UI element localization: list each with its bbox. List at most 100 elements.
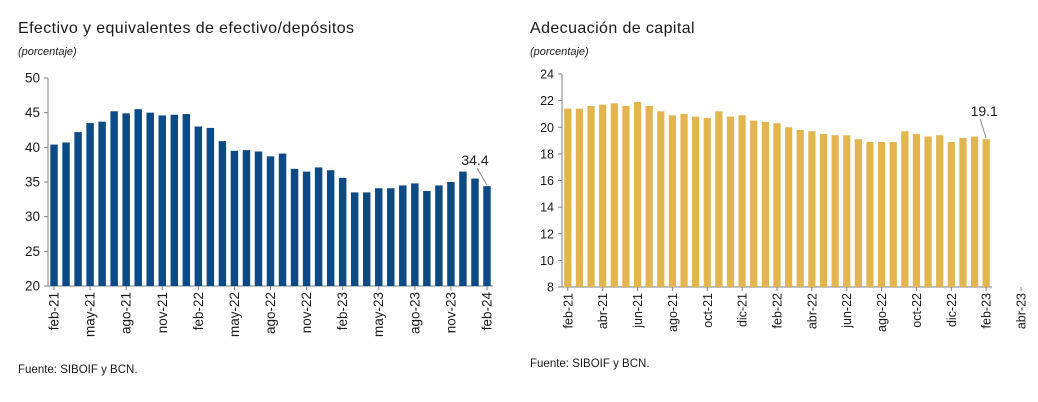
bar <box>290 168 299 286</box>
bar <box>564 108 572 287</box>
bar <box>98 121 106 287</box>
bar <box>146 112 154 287</box>
x-tick-label: abr-22 <box>805 293 819 329</box>
bar <box>411 183 419 286</box>
bar <box>278 153 287 286</box>
x-tick-label: feb-23 <box>980 293 994 328</box>
y-tick-label: 40 <box>25 140 40 155</box>
x-tick-label: abr-23 <box>1015 293 1029 329</box>
bar <box>761 121 769 287</box>
bar <box>936 135 944 287</box>
x-tick-label: dic-22 <box>945 293 959 327</box>
bar <box>182 114 191 286</box>
bar <box>599 104 607 288</box>
x-tick-label: ago-21 <box>666 293 680 332</box>
bar <box>350 192 359 286</box>
chart-source: Fuente: SIBOIF y BCN. <box>530 358 650 370</box>
bar <box>302 171 311 286</box>
bar <box>218 141 227 286</box>
y-tick-label: 50 <box>25 71 40 86</box>
x-tick-label: ago-23 <box>407 292 422 334</box>
y-tick-label: 20 <box>25 279 40 294</box>
bar <box>242 150 251 286</box>
y-tick-label: 10 <box>540 254 554 268</box>
bar <box>877 141 886 287</box>
bar <box>773 123 781 287</box>
bar <box>854 139 862 287</box>
y-tick-label: 14 <box>540 201 554 215</box>
bar <box>657 111 665 288</box>
bar <box>575 108 584 287</box>
bar <box>170 114 179 286</box>
chart-title: Adecuación de capital <box>530 20 695 37</box>
bar <box>924 136 932 287</box>
bar <box>785 127 793 287</box>
y-tick-label: 35 <box>25 175 40 190</box>
bar <box>912 133 921 287</box>
bar <box>889 141 897 287</box>
data-label-last: 19.1 <box>971 103 998 119</box>
x-tick-label: feb-22 <box>191 292 206 330</box>
bar <box>680 113 688 287</box>
x-tick-label: ago-22 <box>875 293 889 332</box>
bar <box>362 192 371 286</box>
bar <box>206 127 215 286</box>
y-tick-label: 8 <box>547 281 554 295</box>
chart-source: Fuente: SIBOIF y BCN. <box>18 364 138 376</box>
bar <box>423 191 431 286</box>
bar <box>230 150 239 286</box>
bar <box>738 115 746 287</box>
chart-subtitle: (porcentaje) <box>18 46 77 58</box>
bar <box>901 131 909 287</box>
bar <box>266 156 275 286</box>
x-tick-label: jun-21 <box>631 293 645 329</box>
y-tick-label: 22 <box>540 94 554 108</box>
bar <box>399 185 407 286</box>
bar <box>110 111 118 286</box>
bar-chart-cash-deposits: 20 25 30 35 40 45 50 feb-21 may-21 ago-21 nov-21 fe… <box>25 71 495 338</box>
bar <box>703 117 711 288</box>
x-tick-label: may-22 <box>227 292 242 337</box>
bar <box>750 120 758 287</box>
bar <box>435 185 443 286</box>
bar <box>622 105 630 287</box>
bar <box>326 170 335 286</box>
x-tick-label: nov-21 <box>155 292 170 333</box>
chart-subtitle: (porcentaje) <box>530 46 589 58</box>
x-tick-label: jun-22 <box>840 293 854 329</box>
y-tick-label: 12 <box>540 227 554 241</box>
bar <box>959 137 967 287</box>
bar <box>808 131 816 287</box>
y-tick-label: 24 <box>540 68 554 82</box>
bar <box>50 144 58 286</box>
bar <box>866 141 874 287</box>
x-tick-label: nov-23 <box>443 292 458 333</box>
x-tick-label: feb-24 <box>479 292 494 331</box>
bar <box>314 167 323 286</box>
bar <box>483 186 491 286</box>
bar <box>86 123 94 286</box>
x-tick-label: may-23 <box>371 292 386 337</box>
bar <box>62 142 70 286</box>
y-tick-label: 18 <box>540 147 554 161</box>
bar <box>947 141 955 287</box>
bar <box>692 116 700 287</box>
data-label-leader <box>979 119 987 139</box>
bar <box>254 151 263 286</box>
bar <box>338 177 347 286</box>
x-tick-label: feb-21 <box>561 293 575 328</box>
y-tick-label: 45 <box>25 105 40 120</box>
bar <box>831 135 839 287</box>
bar <box>610 103 618 287</box>
y-tick-label: 25 <box>25 244 40 259</box>
bar <box>668 115 677 287</box>
x-tick-label: oct-22 <box>910 293 924 328</box>
x-tick-label: nov-22 <box>299 292 314 333</box>
x-tick-label: abr-21 <box>596 293 610 329</box>
chart-panel-capital-adequacy: Adecuación de capital (porcentaje) 8 10 12… <box>520 0 1038 402</box>
bar <box>387 188 395 286</box>
bar <box>715 111 723 288</box>
x-tick-label: may-21 <box>83 292 98 337</box>
bar <box>134 109 142 286</box>
bar <box>74 132 82 286</box>
